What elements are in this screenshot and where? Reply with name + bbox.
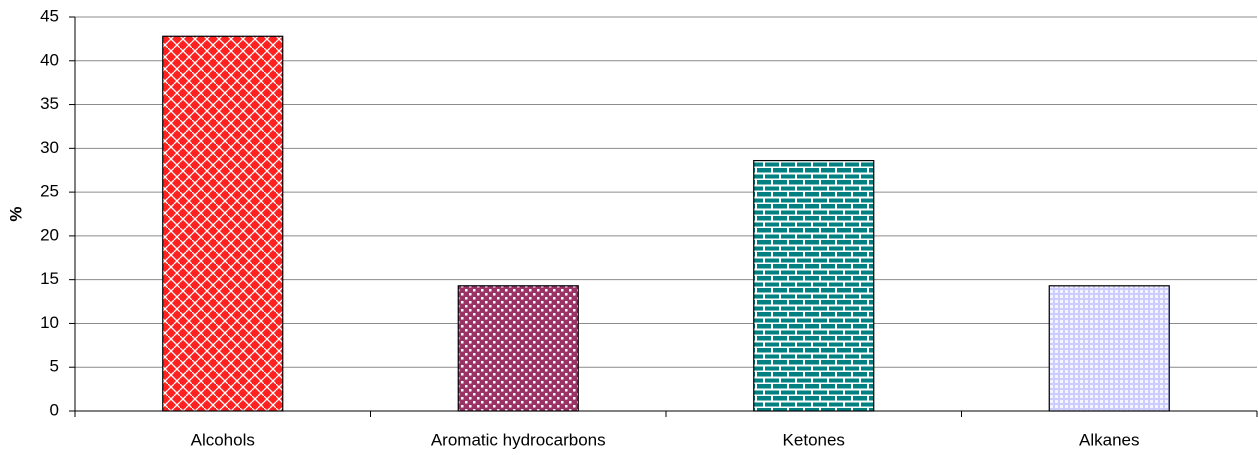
y-tick-label: 20 (40, 225, 59, 244)
bar (753, 159, 875, 412)
y-tick-label: 40 (40, 50, 59, 69)
x-tick-label: Alcohols (191, 430, 255, 449)
y-tick-label: 0 (50, 400, 59, 419)
y-tick-label: 10 (40, 313, 59, 332)
x-tick-label: Aromatic hydrocarbons (431, 430, 606, 449)
y-tick-label: 35 (40, 94, 59, 113)
y-tick-label: 15 (40, 269, 59, 288)
y-tick-label: 45 (40, 6, 59, 25)
bar (1048, 285, 1170, 412)
bar (162, 35, 284, 412)
y-tick-label: 5 (50, 357, 59, 376)
x-tick-label: Ketones (783, 430, 845, 449)
y-tick-label: 30 (40, 138, 59, 157)
y-axis-label: % (6, 206, 25, 221)
bar (457, 285, 579, 412)
y-tick-label: 25 (40, 182, 59, 201)
x-tick-label: Alkanes (1079, 430, 1139, 449)
